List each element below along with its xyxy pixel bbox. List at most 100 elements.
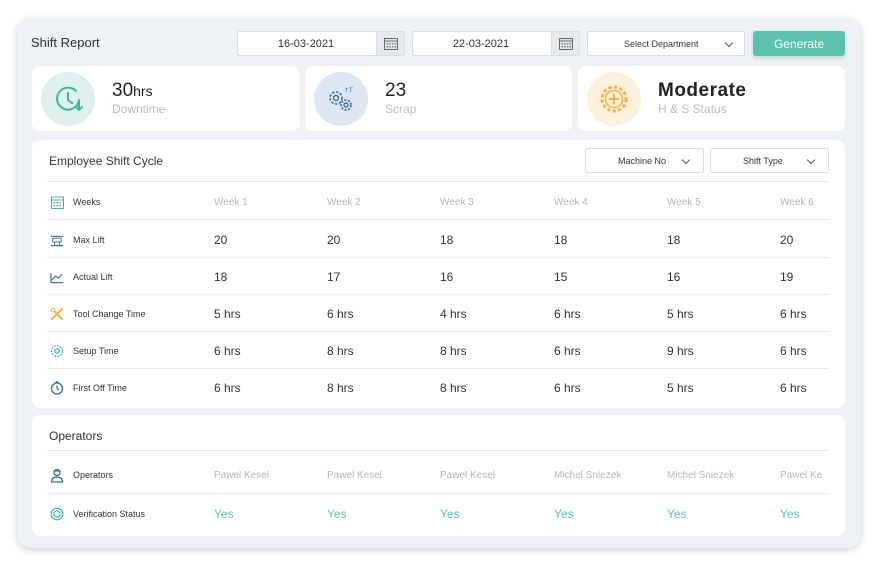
table-cell: 5 hrs (667, 381, 694, 395)
shift-report-window: Shift Report 16-03-2021 22-03-2021 (17, 18, 861, 548)
operator-name: Pawel Kesel (440, 470, 496, 481)
operators-label: Operators (73, 470, 114, 480)
tools-icon (50, 307, 64, 321)
machine-no-select[interactable]: Machine No (585, 148, 704, 173)
to-date-calendar-button[interactable] (551, 32, 579, 55)
table-cell: 6 hrs (327, 307, 354, 321)
table-cell: 18 (667, 233, 681, 247)
department-select[interactable]: Select Department (587, 31, 745, 56)
table-cell: 8 hrs (440, 344, 467, 358)
table-cell: 18 (554, 233, 568, 247)
week-header: Week 2 (327, 197, 361, 208)
week-header: Week 4 (554, 197, 588, 208)
verified-badge-icon (50, 507, 64, 521)
verification-status-label: Verification Status (73, 509, 146, 519)
table-cell: 6 hrs (214, 344, 241, 358)
operator-name: Pawel Kesel (327, 470, 383, 481)
table-row-tool-change-time: Tool Change Time 5 hrs 6 hrs 4 hrs 6 hrs… (47, 295, 830, 332)
divider (47, 181, 830, 182)
operator-name: Pawel Ke (780, 470, 823, 481)
downtime-card: 30hrs Downtime (32, 66, 299, 131)
lift-icon (50, 233, 64, 247)
scrap-icon-wrap: ↑T (314, 72, 368, 126)
table-cell: 6 hrs (554, 381, 581, 395)
downtime-label: Downtime (112, 102, 166, 116)
hs-icon-wrap (587, 72, 641, 126)
table-cell: 20 (214, 233, 228, 247)
hs-status-card: Moderate H & S Status (578, 66, 845, 131)
scrap-card: ↑T 23 Scrap (305, 66, 572, 131)
shift-type-select[interactable]: Shift Type (710, 148, 829, 173)
week-header: Week 3 (440, 197, 474, 208)
week-header: Week 1 (214, 197, 248, 208)
downtime-value: 30hrs (112, 80, 153, 102)
table-cell: 4 hrs (440, 307, 467, 321)
table-cell: 17 (327, 270, 341, 284)
table-cell: 6 hrs (214, 381, 241, 395)
divider (47, 450, 830, 451)
chevron-down-icon (724, 38, 734, 48)
table-cell: 20 (327, 233, 341, 247)
timer-icon (50, 381, 64, 395)
row-label: First Off Time (73, 383, 127, 393)
table-row-max-lift: Max Lift 20 20 18 18 18 20 (47, 221, 830, 258)
table-cell: 5 hrs (667, 307, 694, 321)
verification-status-value: Yes (440, 507, 460, 521)
calendar-icon (558, 38, 573, 50)
table-cell: 6 hrs (780, 381, 807, 395)
operator-name: Michel Sniezek (554, 470, 622, 481)
operators-title: Operators (49, 429, 103, 443)
weeks-header-row: Weeks Week 1 Week 2 Week 3 Week 4 Week 5… (47, 183, 830, 220)
from-date-calendar-button[interactable] (376, 32, 404, 55)
from-date-input[interactable]: 16-03-2021 (237, 31, 405, 56)
verification-status-value: Yes (780, 507, 800, 521)
table-cell: 19 (780, 270, 794, 284)
row-label: Actual Lift (73, 272, 113, 282)
scrap-label: Scrap (385, 102, 417, 116)
gear-plus-icon (600, 85, 628, 113)
operator-icon (50, 468, 64, 483)
table-cell: 16 (667, 270, 681, 284)
chart-lift-icon (50, 270, 64, 284)
table-row-first-off-time: First Off Time 6 hrs 8 hrs 8 hrs 6 hrs 5… (47, 369, 830, 406)
table-cell: 8 hrs (327, 381, 354, 395)
machine-no-value: Machine No (618, 156, 667, 166)
downtime-unit: hrs (133, 83, 153, 99)
chevron-down-icon (681, 155, 691, 165)
hs-status-value: Moderate (658, 80, 747, 101)
row-label: Setup Time (73, 346, 119, 356)
table-cell: 16 (440, 270, 454, 284)
week-header: Week 5 (667, 197, 701, 208)
shift-type-value: Shift Type (743, 156, 783, 166)
operators-panel: Operators Operators Pawel Kesel Pawel Ke… (32, 415, 845, 536)
table-cell: 15 (554, 270, 568, 284)
table-cell: 8 hrs (327, 344, 354, 358)
operators-row: Operators Pawel Kesel Pawel Kesel Pawel … (47, 456, 830, 494)
generate-button[interactable]: Generate (753, 31, 845, 56)
to-date-value: 22-03-2021 (452, 38, 510, 50)
svg-text:↑T: ↑T (344, 87, 353, 94)
table-cell: 6 hrs (554, 344, 581, 358)
table-row-setup-time: Setup Time 6 hrs 8 hrs 8 hrs 6 hrs 9 hrs… (47, 332, 830, 369)
table-cell: 6 hrs (554, 307, 581, 321)
setup-gear-icon (50, 344, 64, 358)
verification-status-value: Yes (214, 507, 234, 521)
table-cell: 18 (214, 270, 228, 284)
verification-status-row: Verification Status Yes Yes Yes Yes Yes … (47, 495, 830, 533)
shift-cycle-title: Employee Shift Cycle (49, 154, 164, 168)
page-title: Shift Report (31, 35, 100, 50)
gears-icon: ↑T (329, 87, 353, 111)
department-select-value: Select Department (624, 39, 699, 49)
table-cell: 6 hrs (780, 344, 807, 358)
scrap-value: 23 (385, 80, 407, 101)
calendar-icon (383, 38, 398, 50)
clock-icon (56, 86, 83, 112)
weeks-label: Weeks (73, 197, 101, 207)
table-cell: 20 (780, 233, 794, 247)
chevron-down-icon (806, 155, 816, 165)
table-cell: 6 hrs (780, 307, 807, 321)
row-label: Max Lift (73, 235, 105, 245)
to-date-input[interactable]: 22-03-2021 (412, 31, 580, 56)
shift-cycle-panel: Employee Shift Cycle Machine No Shift Ty… (32, 140, 845, 408)
table-cell: 5 hrs (214, 307, 241, 321)
